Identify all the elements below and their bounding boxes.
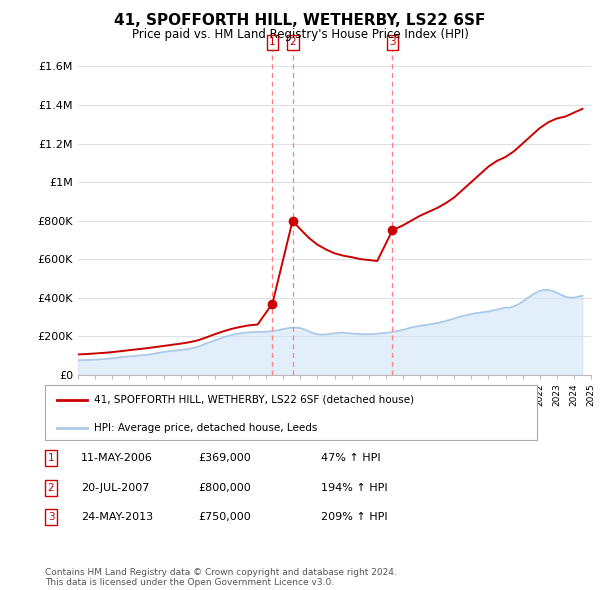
Text: £750,000: £750,000: [198, 512, 251, 522]
Text: 47% ↑ HPI: 47% ↑ HPI: [321, 453, 380, 463]
Text: 41, SPOFFORTH HILL, WETHERBY, LS22 6SF (detached house): 41, SPOFFORTH HILL, WETHERBY, LS22 6SF (…: [94, 395, 415, 405]
Text: 41, SPOFFORTH HILL, WETHERBY, LS22 6SF: 41, SPOFFORTH HILL, WETHERBY, LS22 6SF: [115, 13, 485, 28]
Text: Contains HM Land Registry data © Crown copyright and database right 2024.
This d: Contains HM Land Registry data © Crown c…: [45, 568, 397, 587]
Text: 194% ↑ HPI: 194% ↑ HPI: [321, 483, 388, 493]
Text: 2: 2: [47, 483, 55, 493]
Text: 3: 3: [47, 512, 55, 522]
Text: 24-MAY-2013: 24-MAY-2013: [81, 512, 153, 522]
Text: 209% ↑ HPI: 209% ↑ HPI: [321, 512, 388, 522]
Text: 1: 1: [47, 453, 55, 463]
Text: 11-MAY-2006: 11-MAY-2006: [81, 453, 153, 463]
Text: Price paid vs. HM Land Registry's House Price Index (HPI): Price paid vs. HM Land Registry's House …: [131, 28, 469, 41]
Text: 3: 3: [389, 37, 396, 47]
Text: HPI: Average price, detached house, Leeds: HPI: Average price, detached house, Leed…: [94, 422, 317, 432]
Text: 1: 1: [269, 37, 276, 47]
Text: £800,000: £800,000: [198, 483, 251, 493]
Text: 2: 2: [289, 37, 296, 47]
Text: £369,000: £369,000: [198, 453, 251, 463]
Text: 20-JUL-2007: 20-JUL-2007: [81, 483, 149, 493]
